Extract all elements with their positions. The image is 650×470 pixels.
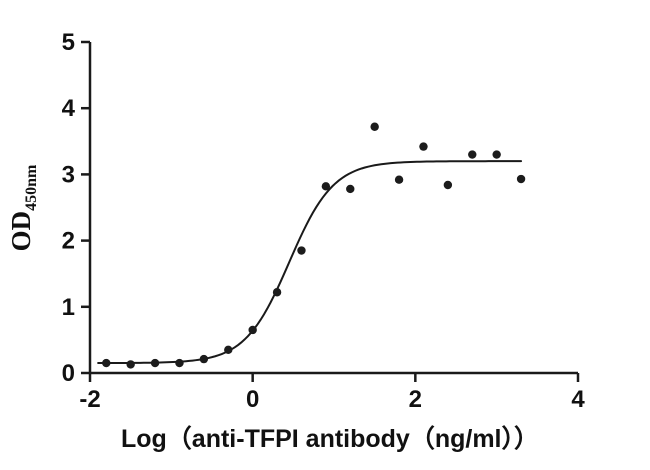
y-tick-label: 5 <box>62 29 75 56</box>
x-tick-label: 2 <box>409 386 422 413</box>
data-point <box>126 360 135 369</box>
data-point <box>346 184 355 194</box>
data-point <box>370 122 379 131</box>
data-point <box>468 150 477 159</box>
x-axis-label: Log（anti-TFPI antibody（ng/ml）） <box>121 424 539 453</box>
data-point <box>150 358 160 368</box>
data-point <box>321 182 331 191</box>
x-tick-label: 4 <box>571 386 585 413</box>
y-axis-label-subscript: 450nm <box>23 164 40 211</box>
data-point <box>419 142 428 151</box>
data-point <box>492 150 501 159</box>
y-axis-label-main: OD <box>6 211 36 252</box>
data-point <box>224 345 233 355</box>
y-tick-label: 2 <box>62 228 75 255</box>
data-point <box>443 180 453 190</box>
data-point <box>272 288 282 297</box>
y-tick-label: 1 <box>62 294 75 321</box>
data-point <box>175 358 184 368</box>
data-point <box>516 174 526 184</box>
data-point <box>297 246 306 255</box>
y-axis-label: OD450nm <box>6 164 40 251</box>
data-point <box>199 354 209 364</box>
data-point <box>394 175 404 184</box>
y-tick-label: 3 <box>62 161 75 188</box>
y-tick-label: 0 <box>62 360 75 387</box>
fit-curve <box>97 160 523 365</box>
data-point <box>102 358 111 368</box>
data-point <box>248 325 257 335</box>
y-tick-label: 4 <box>62 95 76 122</box>
x-tick-label: -2 <box>79 386 100 413</box>
x-tick-label: 0 <box>246 386 259 413</box>
